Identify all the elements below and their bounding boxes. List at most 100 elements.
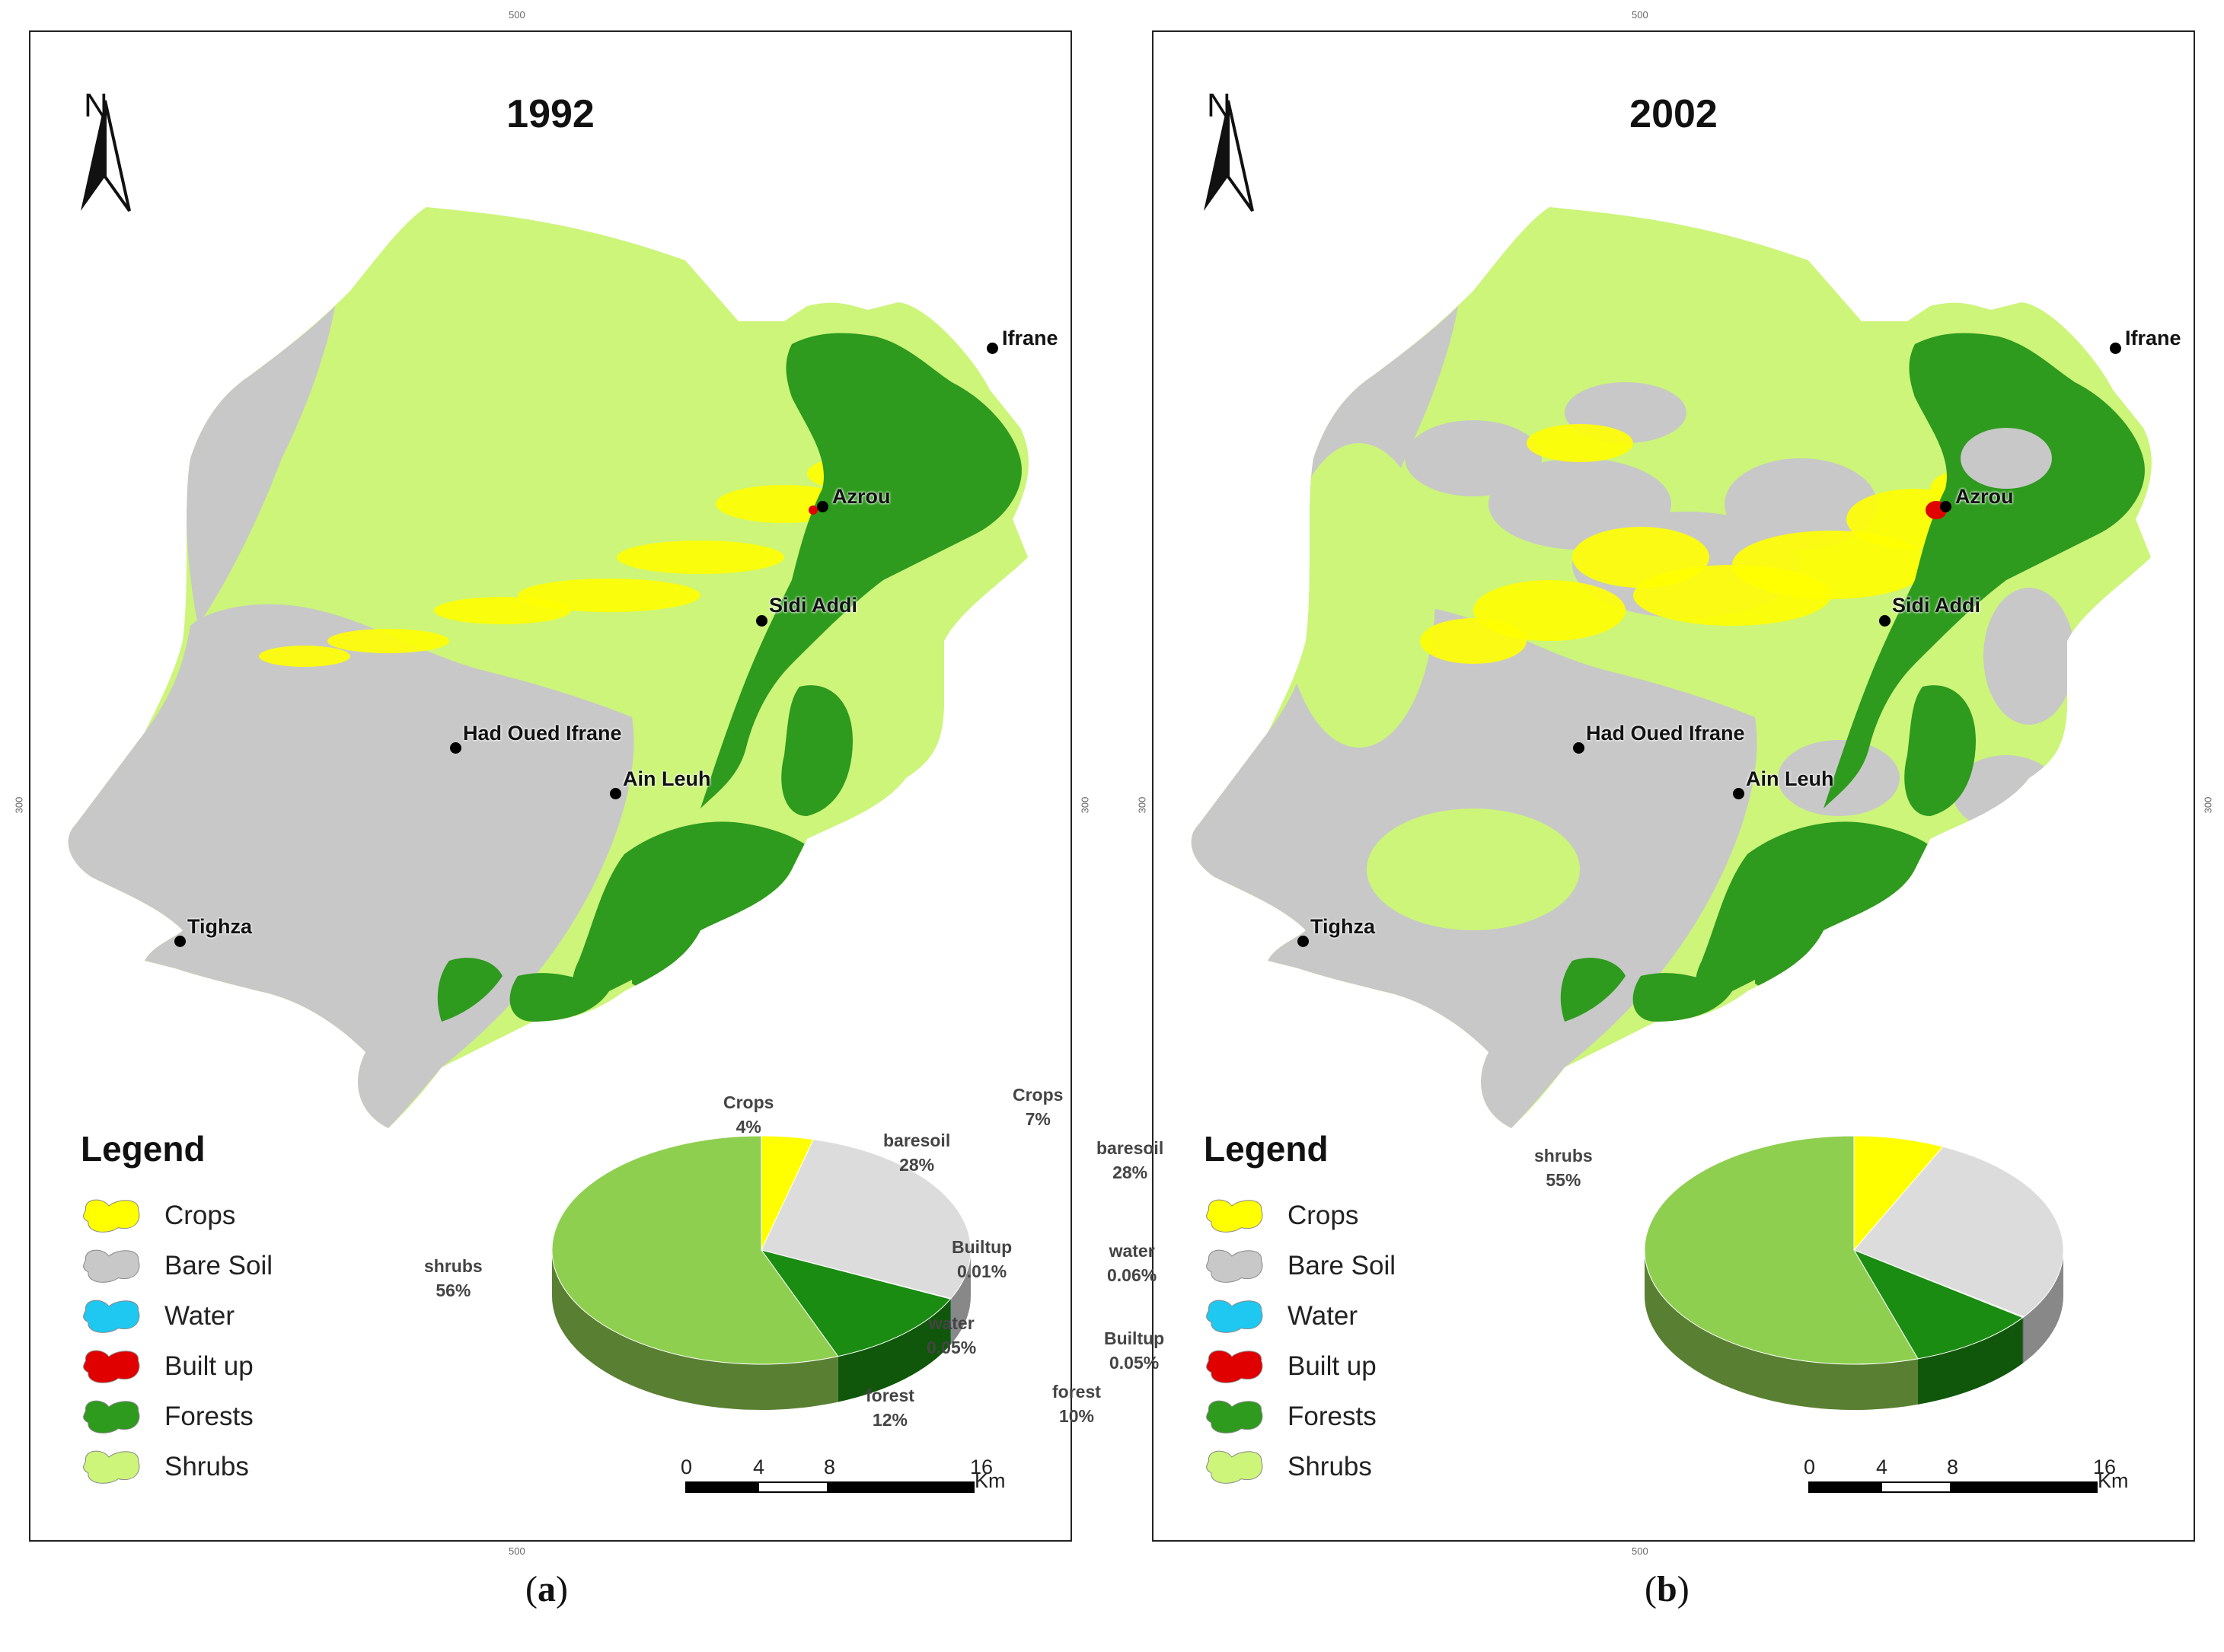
pie-label-name: baresoil: [1096, 1138, 1164, 1158]
scale-bar: 0 4 8 16 Km: [1804, 1456, 2129, 1501]
land-cover-map: [68, 207, 1029, 1128]
pie-chart: [1644, 1136, 2064, 1410]
forest-region: [1560, 958, 1626, 1022]
legend-item: Bare Soil: [1204, 1241, 1447, 1291]
city-label: Sidi Addi: [769, 594, 857, 617]
pie-label-percent: 0.05%: [1109, 1353, 1160, 1373]
legend-label: Crops: [164, 1201, 236, 1230]
coord-tick-right-a: 300: [1079, 796, 1091, 814]
city-dot: [1940, 501, 1951, 512]
pie-label-crops: Crops 4%: [723, 1090, 774, 1139]
city-dot: [174, 936, 186, 947]
pie-side-forest: [1917, 1317, 2023, 1405]
legend-swatch-icon: [83, 1400, 140, 1434]
forest-region: [1632, 973, 1732, 1022]
city-dot: [1733, 788, 1744, 799]
scale-tick-label: 8: [824, 1456, 836, 1478]
water-body: [1921, 853, 1936, 871]
legend-label: Forests: [1287, 1402, 1377, 1431]
forest-region: [781, 685, 853, 816]
legend: Legend Crops Bare Soil Water Built up Forest…: [81, 1128, 324, 1492]
shrubs-patch: [1367, 808, 1580, 930]
pie-slice-forest: [760, 1249, 952, 1357]
city-dot: [1573, 742, 1584, 754]
caption-b: (b): [1645, 1569, 1690, 1609]
pie-side-water: [2023, 1316, 2024, 1363]
pie-label-percent: 56%: [436, 1280, 471, 1301]
scale-segment: [685, 1481, 758, 1493]
pie-side-baresoil: [950, 1250, 971, 1344]
map-year-title: 2002: [1629, 92, 1718, 136]
legend-item: Water: [1204, 1291, 1447, 1341]
bare-soil-region: [68, 604, 634, 1128]
city-label: Tighza: [187, 915, 253, 938]
city-label: Had Oued Ifrane: [1586, 722, 1745, 745]
pie-label-name: Crops: [1013, 1085, 1064, 1105]
forest-region: [700, 333, 1022, 809]
coord-tick-top-b: 500: [1632, 9, 1648, 21]
forest-region: [1904, 685, 1976, 816]
scale-tick-label: 0: [681, 1456, 693, 1478]
pie-label-baresoil: baresoil 28%: [1096, 1136, 1163, 1185]
bare-soil-patch: [1725, 458, 1877, 550]
legend-swatch-icon: [1206, 1400, 1263, 1434]
legend-item: Bare Soil: [81, 1241, 324, 1291]
legend-label: Water: [1287, 1301, 1358, 1331]
pie-label-percent: 0.05%: [927, 1338, 977, 1358]
legend-item: Shrubs: [81, 1442, 324, 1492]
coord-tick-left-a: 300: [13, 796, 25, 814]
legend-label: Water: [164, 1301, 235, 1331]
legend-swatch-icon: [83, 1350, 140, 1383]
pie-label-name: shrubs: [1534, 1146, 1593, 1166]
pie-label-shrubs: shrubs 55%: [1534, 1143, 1593, 1192]
pie-label-percent: 10%: [1058, 1406, 1094, 1427]
legend-swatch-icon: [83, 1450, 140, 1484]
legend-label: Bare Soil: [164, 1251, 273, 1280]
city-label: Ifrane: [1002, 327, 1058, 349]
pie-slice-shrubs: [551, 1136, 839, 1365]
scale-tick-label: 4: [753, 1456, 765, 1478]
legend-label: Shrubs: [1287, 1452, 1372, 1481]
pie-label-name: water: [928, 1313, 975, 1333]
city-label: Azrou: [1955, 485, 2014, 508]
pie-slice-shrubs: [1644, 1136, 1919, 1365]
coord-tick-top-a: 500: [509, 9, 525, 21]
pie-slice-baresoil: [761, 1139, 972, 1300]
crops-patch: [1420, 618, 1527, 664]
legend-label: Shrubs: [164, 1452, 249, 1481]
city-label: Had Oued Ifrane: [463, 722, 622, 745]
land-cover-map: [1191, 207, 2152, 1128]
scale-segment: [1881, 1481, 1951, 1493]
pie-side-forest: [838, 1299, 951, 1402]
legend-label: Built up: [1287, 1351, 1377, 1381]
city-dot: [450, 742, 461, 754]
city-dot: [987, 343, 998, 354]
scale-segment: [1951, 1481, 2098, 1493]
forest-region: [573, 821, 825, 997]
crops-patch: [617, 541, 784, 574]
city-dot: [610, 788, 621, 799]
pie-side-shrubs: [552, 1250, 838, 1410]
caption-a: (a): [525, 1569, 568, 1609]
legend-item: Built up: [1204, 1341, 1447, 1392]
pie-side-builtup: [2022, 1317, 2024, 1363]
city-dot: [1879, 615, 1891, 627]
pie-label-crops: Crops 7%: [1013, 1083, 1063, 1131]
water-body: [798, 853, 813, 871]
legend-item: Built up: [81, 1341, 324, 1392]
scale-segment: [1808, 1481, 1881, 1493]
pie-label-percent: 0.01%: [956, 1261, 1007, 1282]
legend-label: Forests: [164, 1402, 254, 1431]
legend-label: Crops: [1287, 1201, 1359, 1230]
north-arrow-icon: [81, 100, 131, 212]
pie-label-water: water 0.05%: [927, 1311, 976, 1360]
legend-swatch-icon: [1206, 1300, 1263, 1333]
legend-swatch-icon: [1206, 1249, 1263, 1283]
pie-label-builtup: Builtup 0.05%: [1104, 1326, 1164, 1375]
scale-tick-label: 0: [1804, 1456, 1816, 1478]
pie-label-builtup: Builtup 0.01%: [952, 1235, 1012, 1284]
city-label: Ain Leuh: [623, 767, 711, 790]
crops-patch: [1572, 527, 1709, 588]
pie-label-name: water: [1109, 1241, 1155, 1261]
city-dot: [817, 501, 828, 512]
